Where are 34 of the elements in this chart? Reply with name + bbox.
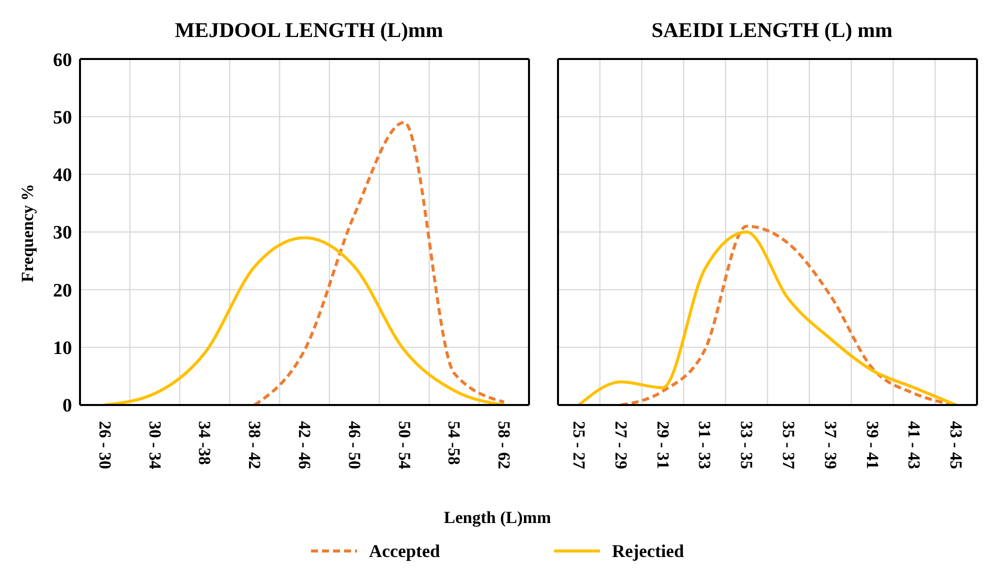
- y-axis-title: Frequency %: [18, 182, 38, 284]
- y-tick-label: 0: [62, 396, 72, 417]
- x-tick-label: 46 - 50: [344, 421, 364, 470]
- chart-title: MEJDOOL LENGTH (L)mm: [174, 18, 444, 43]
- x-tick-label: 43 - 45: [946, 421, 966, 470]
- x-tick-label: 31 - 33: [695, 421, 714, 470]
- x-tick-label: 58 - 62: [494, 421, 514, 470]
- y-tick-label: 60: [53, 50, 72, 71]
- y-tick-label: 30: [53, 222, 72, 244]
- x-tick-label: 41 - 43: [904, 421, 924, 470]
- line-series: [253, 120, 506, 405]
- legend-label: Accepted: [368, 540, 441, 563]
- x-axis-title: Length (L)mm: [442, 508, 552, 528]
- x-tick-label: 25 - 27: [569, 421, 588, 470]
- x-tick-label: 38 - 42: [245, 421, 264, 470]
- y-tick-label: 50: [53, 107, 72, 128]
- x-tick-label: 27 - 29: [611, 421, 630, 470]
- x-tick-label: 50 - 54: [394, 421, 414, 470]
- x-tick-label: 30 - 34: [145, 421, 164, 470]
- x-tick-label: 37 - 39: [820, 421, 840, 470]
- x-tick-label: 34 -38: [195, 421, 214, 465]
- line-series: [103, 236, 506, 405]
- x-tick-label: 35 - 37: [778, 421, 798, 470]
- x-tick-label: 39 - 41: [862, 421, 882, 470]
- x-tick-label: 42 - 46: [295, 421, 314, 470]
- chart-title: SAEIDI LENGTH (L) mm: [650, 18, 894, 43]
- y-tick-label: 40: [53, 165, 72, 186]
- x-tick-label: 54 -58: [444, 421, 464, 465]
- x-tick-label: 29 - 31: [653, 421, 672, 470]
- x-tick-label: 33 - 35: [737, 421, 756, 470]
- y-tick-label: 10: [53, 338, 72, 360]
- legend-label: Rejectied: [611, 540, 685, 563]
- y-tick-label: 20: [53, 280, 72, 302]
- x-tick-label: 26 - 30: [95, 421, 114, 470]
